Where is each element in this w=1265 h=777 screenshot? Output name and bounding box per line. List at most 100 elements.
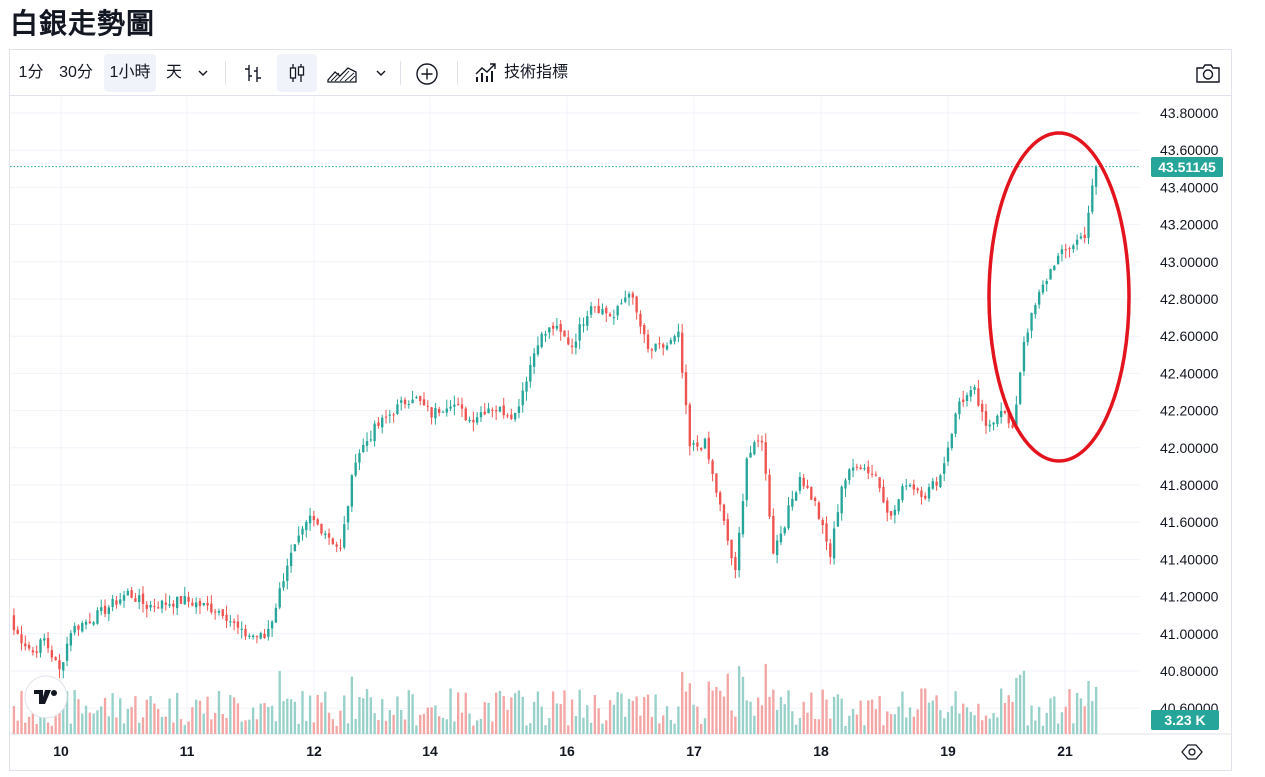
candle-body	[662, 344, 665, 348]
bar-chart-icon[interactable]	[242, 62, 264, 84]
toolbar-divider	[225, 61, 226, 85]
camera-icon[interactable]	[1194, 61, 1222, 85]
volume-bar	[1056, 723, 1060, 734]
volume-bar	[286, 698, 289, 734]
candle-body	[445, 408, 448, 413]
volume-bar	[308, 695, 312, 734]
candle-body	[1087, 212, 1090, 238]
volume-bar	[646, 694, 650, 734]
volume-bar	[760, 705, 764, 734]
candle-body	[965, 395, 969, 401]
tradingview-logo-icon[interactable]	[24, 675, 68, 719]
volume-bar	[612, 704, 616, 734]
volume-bar	[719, 690, 722, 734]
volume-bar	[213, 713, 217, 734]
candle-body	[487, 408, 490, 414]
candle-body	[251, 635, 255, 638]
volume-bar	[50, 725, 54, 734]
candle-body	[491, 409, 494, 411]
volume-bar	[563, 690, 566, 734]
candle-body	[464, 408, 467, 421]
volume-bar	[870, 699, 874, 734]
volume-bar	[430, 707, 433, 734]
interval-1h-button[interactable]: 1小時	[104, 54, 156, 92]
candle-body	[601, 309, 604, 315]
volume-bar	[1060, 712, 1064, 734]
volume-bar	[620, 693, 623, 734]
indicators-icon[interactable]	[474, 62, 498, 84]
candle-body	[134, 598, 137, 602]
candle-body	[631, 293, 635, 298]
candle-body	[400, 400, 403, 403]
volume-bar	[996, 717, 999, 734]
candle-body	[787, 505, 790, 529]
volume-bar	[521, 696, 524, 734]
price-chart[interactable]: 43.80000 43.60000 43.40000 43.20000 43.00000…	[10, 97, 1231, 771]
time-tick-label: 19	[940, 743, 956, 759]
volume-bar	[525, 725, 528, 734]
volume-bar	[145, 699, 148, 734]
candle-body	[521, 390, 524, 406]
candle-body	[58, 660, 61, 670]
volume-bar	[992, 712, 995, 734]
volume-bar	[422, 713, 426, 734]
candle-body	[324, 533, 327, 535]
candle-body	[407, 404, 410, 406]
volume-bar	[259, 703, 262, 734]
volume-bar	[491, 721, 494, 734]
candle-body	[988, 424, 991, 427]
indicators-button[interactable]: 技術指標	[504, 64, 569, 81]
volume-bar	[244, 720, 247, 734]
candle-body	[244, 628, 247, 637]
candle-body	[1091, 185, 1094, 212]
volume-bar	[1018, 674, 1022, 734]
candle-body	[1037, 292, 1041, 305]
volume-bar	[103, 697, 107, 734]
add-icon[interactable]	[415, 62, 439, 86]
candle-body	[1003, 410, 1007, 414]
candlestick-icon[interactable]	[286, 62, 308, 84]
candle-body	[103, 605, 107, 614]
candle-body	[308, 515, 312, 524]
candle-body	[1045, 281, 1048, 285]
volume-bar	[802, 701, 805, 734]
time-tick-label: 10	[53, 743, 69, 759]
candle-body	[567, 337, 570, 345]
candle-body	[81, 623, 84, 632]
volume-bar	[289, 699, 293, 734]
candle-body	[149, 604, 152, 608]
chevron-down-icon[interactable]	[374, 67, 388, 79]
volume-bar	[270, 705, 274, 734]
settings-icon[interactable]	[1181, 744, 1203, 760]
candle-body	[73, 626, 76, 633]
candle-body	[240, 628, 243, 630]
candle-body	[882, 486, 885, 503]
volume-bar	[81, 713, 84, 734]
volume-bar	[426, 707, 429, 734]
volume-bar	[434, 705, 437, 734]
candle-body	[677, 331, 680, 338]
volume-bar	[958, 713, 961, 734]
candle-body	[741, 501, 745, 535]
volume-bar	[278, 671, 281, 734]
candle-body	[825, 523, 828, 542]
volume-bar	[700, 724, 703, 734]
candle-body	[912, 484, 916, 490]
volume-bar	[635, 696, 638, 734]
price-tick-label: 43.20000	[1160, 217, 1219, 233]
volume-bar	[813, 718, 817, 734]
chevron-down-icon[interactable]	[196, 67, 210, 79]
candle-body	[126, 590, 129, 596]
area-chart-icon[interactable]	[326, 62, 358, 84]
interval-1m-button[interactable]: 1分	[18, 64, 44, 81]
volume-bar	[798, 718, 802, 734]
volume-bar	[350, 676, 354, 734]
interval-30m-button[interactable]: 30分	[59, 64, 93, 81]
volume-bar	[1072, 723, 1075, 734]
interval-day-button[interactable]: 天	[165, 64, 182, 81]
candle-body	[157, 607, 160, 609]
candle-body	[620, 303, 623, 305]
volume-bar	[772, 689, 775, 734]
candlestick-button[interactable]	[277, 54, 317, 92]
volume-bar	[1011, 701, 1014, 734]
